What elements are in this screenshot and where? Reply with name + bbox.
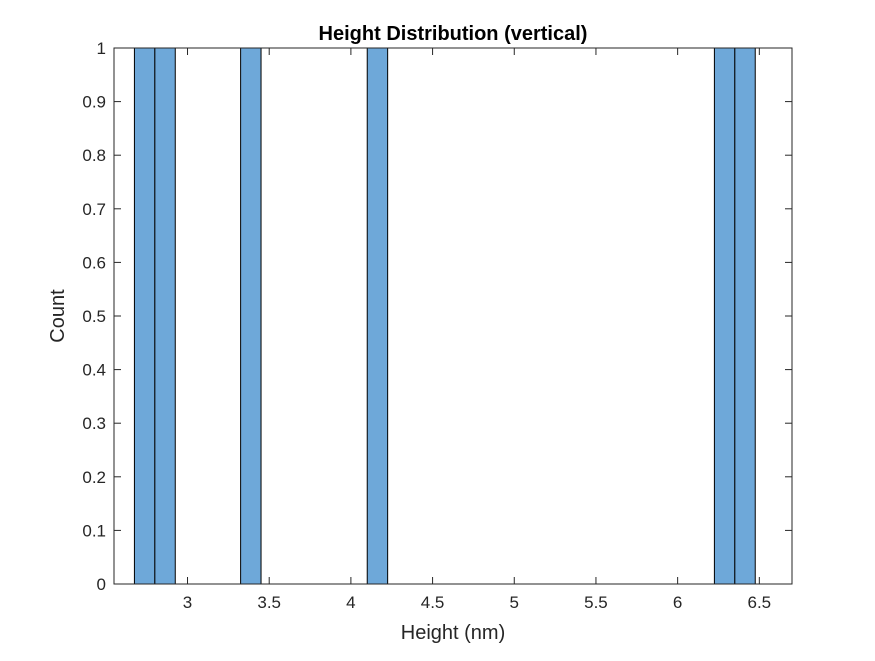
chart-title: Height Distribution (vertical): [319, 23, 588, 45]
y-tick-label: 0.9: [82, 93, 106, 112]
x-tick-label: 4.5: [421, 593, 445, 612]
y-tick-label: 0.5: [82, 307, 106, 326]
x-tick-label: 5.5: [584, 593, 608, 612]
histogram-bar-3: [240, 47, 262, 585]
x-axis-label: Height (nm): [401, 622, 505, 644]
y-tick-label: 0.3: [82, 414, 106, 433]
y-tick-label: 0.1: [82, 521, 106, 540]
histogram-bar-4: [366, 47, 389, 585]
plot-area-border: [113, 47, 793, 585]
x-tick-label: 5: [510, 593, 519, 612]
y-tick-label: 0.4: [82, 361, 106, 380]
y-tick-label: 0.2: [82, 468, 106, 487]
bars-layer: [133, 47, 756, 585]
y-tick-label: 0.6: [82, 253, 106, 272]
histogram-bar-2: [154, 47, 176, 585]
x-tick-label: 4: [346, 593, 355, 612]
y-tick-label: 0.7: [82, 200, 106, 219]
y-tick-label: 1: [97, 39, 106, 58]
histogram-bar-1: [133, 47, 156, 585]
x-tick-label: 6.5: [748, 593, 772, 612]
histogram-bar-6: [734, 47, 756, 585]
y-axis-label: Count: [47, 289, 69, 343]
x-tick-label: 3: [183, 593, 192, 612]
x-tick-label: 6: [673, 593, 682, 612]
histogram-bar-5: [713, 47, 736, 585]
y-tick-label: 0: [97, 575, 106, 594]
ticks-layer: 3 3.5 4 4.5 5 5.5 6 6.5 0 0.1 0.2 0.3 0.4 0.5 0.6 0.7 0.…: [82, 39, 792, 612]
x-tick-label: 3.5: [257, 593, 281, 612]
y-tick-label: 0.8: [82, 146, 106, 165]
